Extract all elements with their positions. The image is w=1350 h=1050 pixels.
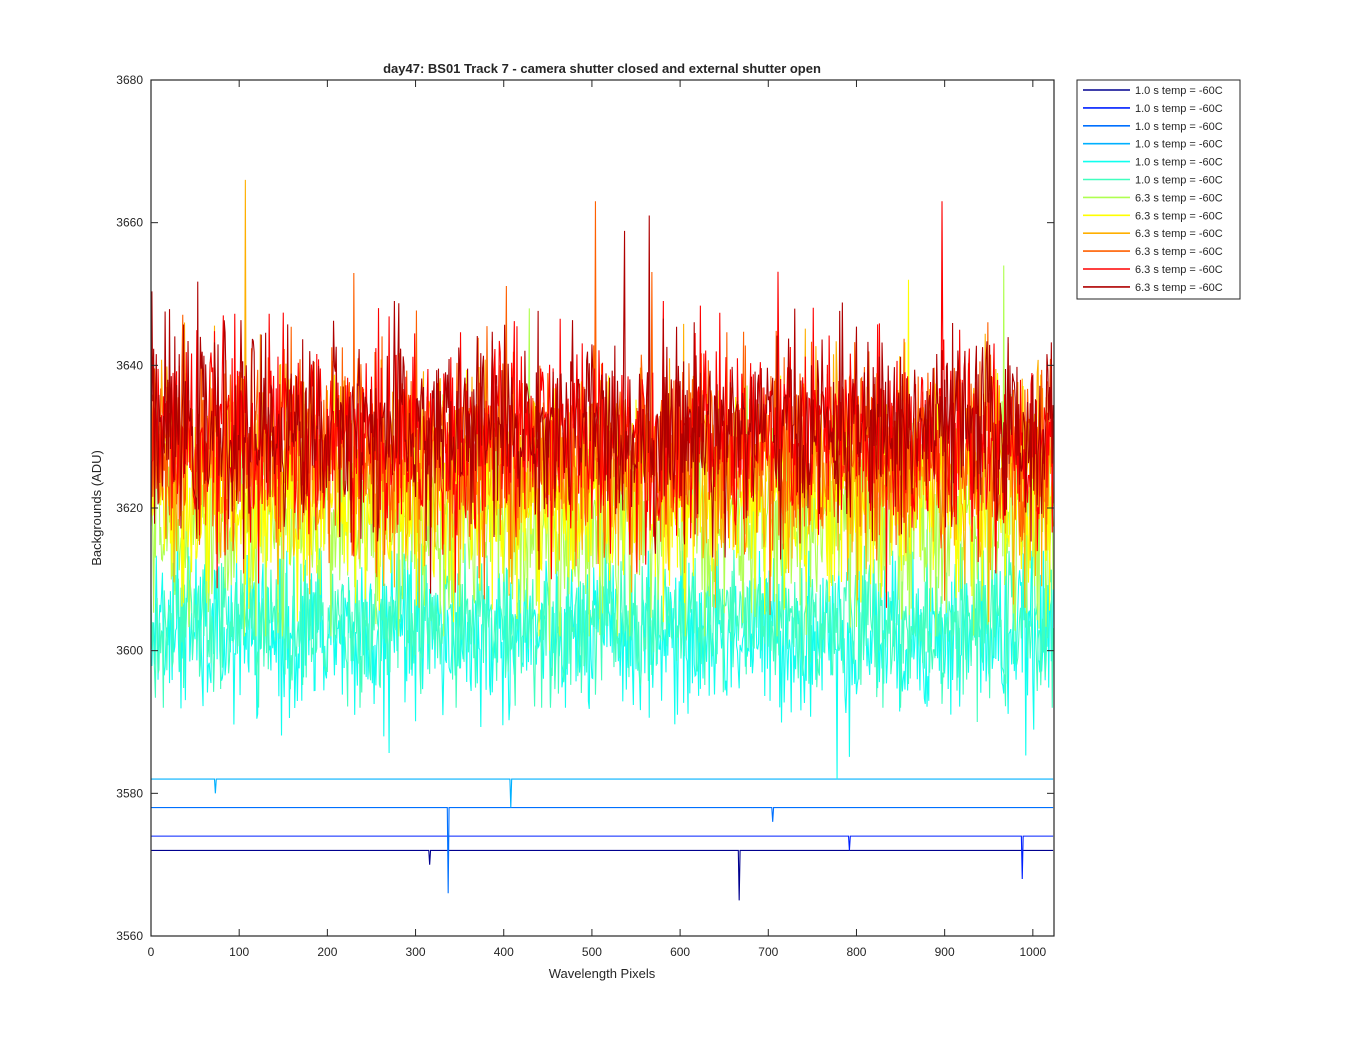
series-line-11 (151, 201, 1054, 608)
legend-label: 6.3 s temp = -60C (1135, 264, 1223, 276)
x-tick-label: 700 (758, 945, 778, 959)
x-tick-label: 900 (935, 945, 955, 959)
x-tick-label: 1000 (1019, 945, 1046, 959)
x-tick-label: 200 (317, 945, 337, 959)
y-tick-label: 3620 (116, 501, 143, 515)
y-axis-label: Backgrounds (ADU) (89, 450, 104, 566)
y-tick-label: 3600 (116, 644, 143, 658)
x-tick-label: 100 (229, 945, 249, 959)
x-tick-label: 400 (494, 945, 514, 959)
y-tick-label: 3680 (116, 73, 143, 87)
series-line-3 (151, 807, 1054, 894)
series-line-2 (151, 835, 1054, 879)
legend-label: 6.3 s temp = -60C (1135, 192, 1223, 204)
legend-label: 6.3 s temp = -60C (1135, 246, 1223, 258)
y-tick-label: 3640 (116, 358, 143, 372)
series-group (151, 179, 1054, 901)
x-tick-label: 800 (846, 945, 866, 959)
legend-label: 6.3 s temp = -60C (1135, 228, 1223, 240)
series-line-12 (151, 215, 1054, 594)
legend: 1.0 s temp = -60C 1.0 s temp = -60C 1.0 s … (1076, 79, 1241, 300)
x-tick-label: 600 (670, 945, 690, 959)
y-tick-label: 3660 (116, 216, 143, 230)
x-tick-label: 0 (148, 945, 155, 959)
series-line-6 (151, 529, 1054, 723)
legend-label: 1.0 s temp = -60C (1135, 121, 1223, 133)
y-axis-ticks: 3560 3580 3600 3620 3640 3660 3680 (116, 73, 1054, 943)
series-line-4 (151, 778, 1054, 808)
legend-box (1076, 79, 1241, 300)
legend-label: 1.0 s temp = -60C (1135, 139, 1223, 151)
x-axis-ticks: 0 100 200 300 400 500 600 700 800 900 1000 (148, 80, 1047, 959)
series-line-7 (151, 265, 1054, 651)
x-tick-label: 300 (406, 945, 426, 959)
plot-area: 0 100 200 300 400 500 600 700 800 900 1000 3560 358… (116, 73, 1055, 959)
legend-items: 1.0 s temp = -60C 1.0 s temp = -60C 1.0 s … (1083, 85, 1223, 294)
series-line-1 (151, 849, 1054, 901)
legend-label: 1.0 s temp = -60C (1135, 103, 1223, 115)
legend-label: 1.0 s temp = -60C (1135, 157, 1223, 169)
legend-label: 1.0 s temp = -60C (1135, 85, 1223, 97)
legend-label: 1.0 s temp = -60C (1135, 175, 1223, 187)
chart-title: day47: BS01 Track 7 - camera shutter clo… (383, 61, 821, 76)
legend-label: 6.3 s temp = -60C (1135, 210, 1223, 222)
y-tick-label: 3560 (116, 929, 143, 943)
x-tick-label: 500 (582, 945, 602, 959)
x-axis-label: Wavelength Pixels (549, 966, 656, 981)
legend-label: 6.3 s temp = -60C (1135, 282, 1223, 294)
y-tick-label: 3580 (116, 786, 143, 800)
